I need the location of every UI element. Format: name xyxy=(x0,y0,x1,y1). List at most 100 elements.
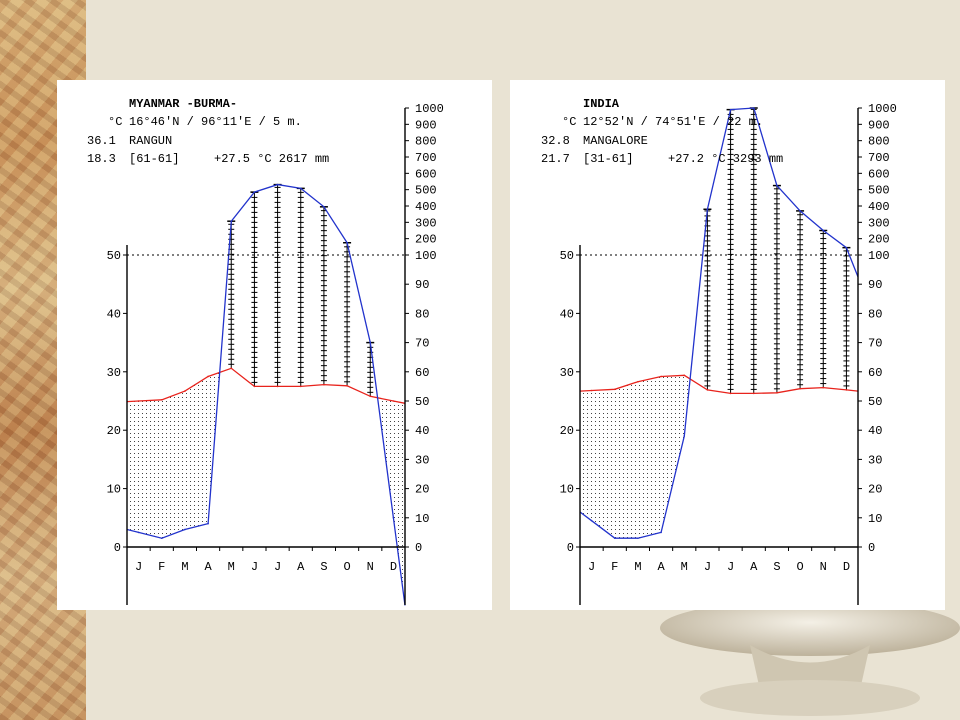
right-tick-label: 200 xyxy=(415,233,437,247)
temperature-point xyxy=(683,374,686,377)
temperature-point xyxy=(613,388,616,391)
left-tick-label: 0 xyxy=(567,541,574,555)
precipitation-point xyxy=(613,537,616,540)
left-tick-label: 0 xyxy=(114,541,121,555)
tmax-label: 32.8 xyxy=(541,134,570,148)
right-tick-label: 700 xyxy=(415,151,437,165)
right-tick-label: 60 xyxy=(868,366,882,380)
right-tick-label: 500 xyxy=(415,184,437,198)
left-tick-label: 40 xyxy=(560,307,574,321)
temperature-point xyxy=(799,387,801,390)
month-label: J xyxy=(274,560,281,574)
station-coords: 16°46'N / 96°11'E / 5 m. xyxy=(129,115,302,129)
temperature-point xyxy=(276,385,279,388)
left-tick-label: 50 xyxy=(560,249,574,263)
temperature-point xyxy=(822,386,825,389)
chart-title: INDIA xyxy=(583,97,620,111)
left-tick-label: 30 xyxy=(107,366,121,380)
month-label: J xyxy=(251,560,258,574)
temperature-point xyxy=(392,400,395,402)
right-tick-label: 10 xyxy=(415,512,429,526)
month-label: J xyxy=(588,560,595,574)
temperature-point xyxy=(253,385,256,388)
month-label: D xyxy=(390,560,397,574)
temperature-point xyxy=(207,375,209,378)
left-tick-label: 40 xyxy=(107,307,121,321)
precipitation-point xyxy=(207,522,209,525)
left-tick-label: 10 xyxy=(560,483,574,497)
month-label: S xyxy=(773,560,780,574)
month-label: A xyxy=(204,560,212,574)
right-tick-label: 30 xyxy=(415,453,429,467)
month-label: A xyxy=(657,560,665,574)
month-label: M xyxy=(228,560,235,574)
precipitation-point xyxy=(299,187,302,190)
right-tick-label: 10 xyxy=(868,512,882,526)
right-tick-label: 40 xyxy=(868,424,882,438)
right-tick-label: 90 xyxy=(415,278,429,292)
right-tick-label: 700 xyxy=(868,151,890,165)
right-tick-label: 50 xyxy=(868,395,882,409)
dry-season-fill xyxy=(127,372,220,539)
right-tick-label: 30 xyxy=(868,453,882,467)
right-tick-label: 80 xyxy=(868,307,882,321)
precipitation-point xyxy=(590,519,593,522)
record-period: [31-61] xyxy=(583,152,633,166)
precipitation-point xyxy=(729,108,732,111)
temperature-point xyxy=(752,392,755,395)
right-tick-label: 80 xyxy=(415,307,429,321)
station-coords: 12°52'N / 74°51'E / 22 m. xyxy=(583,115,763,129)
right-tick-label: 800 xyxy=(868,135,890,149)
precipitation-point xyxy=(683,435,686,437)
temperature-line xyxy=(126,367,406,404)
month-label: J xyxy=(704,560,711,574)
temperature-line xyxy=(579,374,859,395)
precipitation-point xyxy=(160,537,163,540)
temperature-point xyxy=(160,399,163,401)
month-label: O xyxy=(343,560,350,574)
precipitation-point xyxy=(752,107,755,109)
month-label: J xyxy=(727,560,734,574)
precipitation-point xyxy=(392,517,395,519)
right-tick-label: 100 xyxy=(868,249,890,263)
dry-season-fill xyxy=(580,375,689,539)
month-label: A xyxy=(297,560,305,574)
month-label: M xyxy=(634,560,641,574)
climate-chart-india: 0 10 20 30 40 50 0 10 20 30 40 50 60 70 80 90 100 200 300 4… xyxy=(510,80,945,610)
temperature-point xyxy=(845,389,848,391)
right-tick-label: 500 xyxy=(868,184,890,198)
right-tick-label: 300 xyxy=(868,216,890,230)
station-name: MANGALORE xyxy=(583,134,648,148)
right-tick-label: 70 xyxy=(868,337,882,351)
station-name: RANGUN xyxy=(129,134,172,148)
temperature-point xyxy=(299,385,302,388)
temperature-point xyxy=(637,380,639,383)
right-tick-label: 600 xyxy=(415,167,437,181)
temperature-point xyxy=(729,392,732,395)
right-tick-label: 100 xyxy=(415,249,437,263)
right-tick-label: 1000 xyxy=(868,102,897,116)
precipitation-point xyxy=(799,210,801,212)
tmax-label: 36.1 xyxy=(87,134,116,148)
precipitation-point xyxy=(253,191,256,193)
left-tick-label: 20 xyxy=(560,424,574,438)
temperature-point xyxy=(660,375,662,378)
temperature-point xyxy=(230,367,233,370)
right-tick-label: 60 xyxy=(415,366,429,380)
record-period: [61-61] xyxy=(129,152,179,166)
annual-summary: +27.2 °C 3293 mm xyxy=(668,152,783,166)
precipitation-point xyxy=(369,341,372,344)
month-label: F xyxy=(611,560,618,574)
right-tick-label: 200 xyxy=(868,233,890,247)
right-tick-label: 0 xyxy=(415,541,422,555)
right-tick-label: 0 xyxy=(868,541,875,555)
month-label: A xyxy=(750,560,758,574)
month-label: S xyxy=(320,560,327,574)
right-tick-label: 400 xyxy=(415,200,437,214)
right-tick-label: 20 xyxy=(415,483,429,497)
precipitation-point xyxy=(776,184,778,187)
month-label: D xyxy=(843,560,850,574)
temperature-point xyxy=(323,383,325,386)
precipitation-point xyxy=(230,220,233,222)
precipitation-point xyxy=(137,531,140,534)
